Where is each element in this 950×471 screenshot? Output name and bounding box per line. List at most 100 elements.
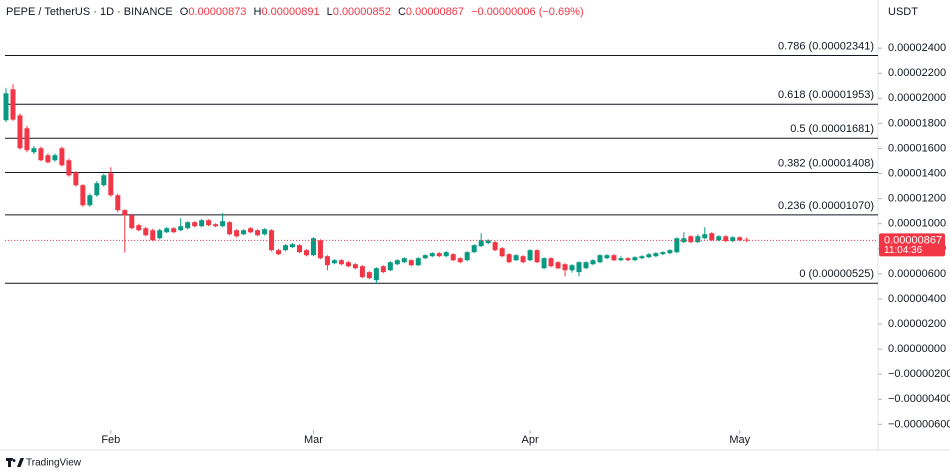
candle-body: [331, 260, 337, 264]
candle-body: [303, 250, 309, 256]
currency: USDT: [888, 6, 918, 18]
candle-body: [520, 256, 526, 263]
candle-body: [290, 244, 296, 248]
open-value: 0.00000873: [188, 6, 246, 18]
high-value: 0.00000891: [261, 6, 319, 18]
candle-body: [464, 252, 470, 261]
y-tick-label: 0.00001200: [888, 193, 946, 205]
candle-body: [506, 254, 512, 263]
candle-body: [3, 93, 9, 121]
candle-body: [45, 155, 51, 163]
fib-label: 0.382 (0.00001408): [778, 157, 874, 169]
countdown: 11:04:36: [884, 245, 923, 256]
candle-body: [310, 238, 316, 256]
candle-body: [562, 264, 568, 271]
y-tick-label: 0.00000600: [888, 268, 946, 280]
candle-body: [373, 268, 379, 281]
candle-body: [122, 210, 128, 216]
candle-body: [17, 115, 23, 149]
close-label: C: [398, 6, 406, 18]
open-label: O: [180, 6, 189, 18]
candle-body: [625, 258, 631, 261]
high-label: H: [254, 6, 262, 18]
candle-body: [150, 230, 156, 241]
candle-body: [653, 253, 659, 257]
candle-body: [164, 228, 170, 233]
fib-label: 0 (0.00000525): [799, 268, 874, 280]
y-tick-label: 0.00001400: [888, 167, 946, 179]
y-tick-label: 0.00000200: [888, 318, 946, 330]
candle-body: [422, 255, 428, 259]
candle-body: [737, 237, 743, 241]
candle-body: [227, 222, 233, 235]
candle-body: [192, 222, 198, 227]
low-value: 0.00000852: [333, 6, 391, 18]
candle-body: [576, 262, 582, 273]
y-tick-label: −0.00000400: [888, 393, 950, 405]
candle-body: [555, 262, 561, 269]
candle-body: [87, 195, 93, 206]
y-tick-label: 0.00000400: [888, 293, 946, 305]
y-tick-label: 0.00001800: [888, 117, 946, 129]
candle-body: [283, 245, 289, 251]
candle-body: [443, 252, 449, 257]
candle-body: [436, 253, 442, 257]
candle-body: [646, 254, 652, 258]
candle-body: [352, 264, 358, 269]
fib-label: 0.618 (0.00001953): [778, 89, 874, 101]
candle-body: [73, 172, 79, 186]
candle-body: [262, 229, 268, 235]
candle-body: [31, 148, 37, 153]
candle-body: [269, 230, 275, 251]
candle-body: [345, 262, 351, 267]
candle-body: [108, 173, 114, 196]
candle-body: [24, 128, 30, 151]
candle-body: [548, 258, 554, 267]
candle-body: [157, 230, 163, 239]
candle-body: [674, 238, 680, 253]
candle-body: [415, 258, 421, 266]
y-tick-label: 0.00001600: [888, 142, 946, 154]
brand-logo: TradingView: [6, 458, 82, 469]
header: PEPE / TetherUS · 1D · BINANCE O0.000008…: [6, 6, 584, 18]
candle-body: [10, 89, 16, 120]
candle-body: [213, 224, 219, 227]
candle-body: [324, 256, 330, 266]
candle-body: [667, 250, 673, 254]
candle-body: [276, 250, 282, 255]
candle-body: [730, 237, 736, 242]
candle-body: [709, 233, 715, 241]
candle-body: [590, 260, 596, 265]
x-tick-label: Mar: [304, 434, 323, 446]
candle-body: [401, 258, 407, 263]
candle-body: [366, 272, 372, 279]
candle-body: [234, 230, 240, 237]
candle-body: [604, 255, 610, 259]
candle-body: [338, 260, 344, 265]
candle-body: [695, 236, 701, 243]
logo-icon: [6, 458, 24, 467]
candle-body: [115, 195, 121, 211]
candle-body: [241, 230, 247, 235]
candle-body: [94, 183, 100, 196]
candle-body: [206, 220, 212, 226]
candle-body: [597, 255, 603, 263]
candle-body: [485, 240, 491, 244]
candle-body: [450, 254, 456, 261]
candle-body: [52, 155, 58, 161]
candle-body: [387, 262, 393, 271]
candle-body: [185, 222, 191, 229]
candle-body: [248, 228, 254, 233]
candle-body: [492, 242, 498, 251]
candle-body: [380, 266, 386, 273]
candle-body: [688, 236, 694, 243]
candle-body: [716, 236, 722, 241]
low-label: L: [327, 6, 333, 18]
candle-body: [429, 253, 435, 257]
candle-body: [513, 255, 519, 261]
y-tick-label: 0.00002000: [888, 92, 946, 104]
candle-body: [632, 257, 638, 261]
candle-body: [59, 148, 65, 166]
